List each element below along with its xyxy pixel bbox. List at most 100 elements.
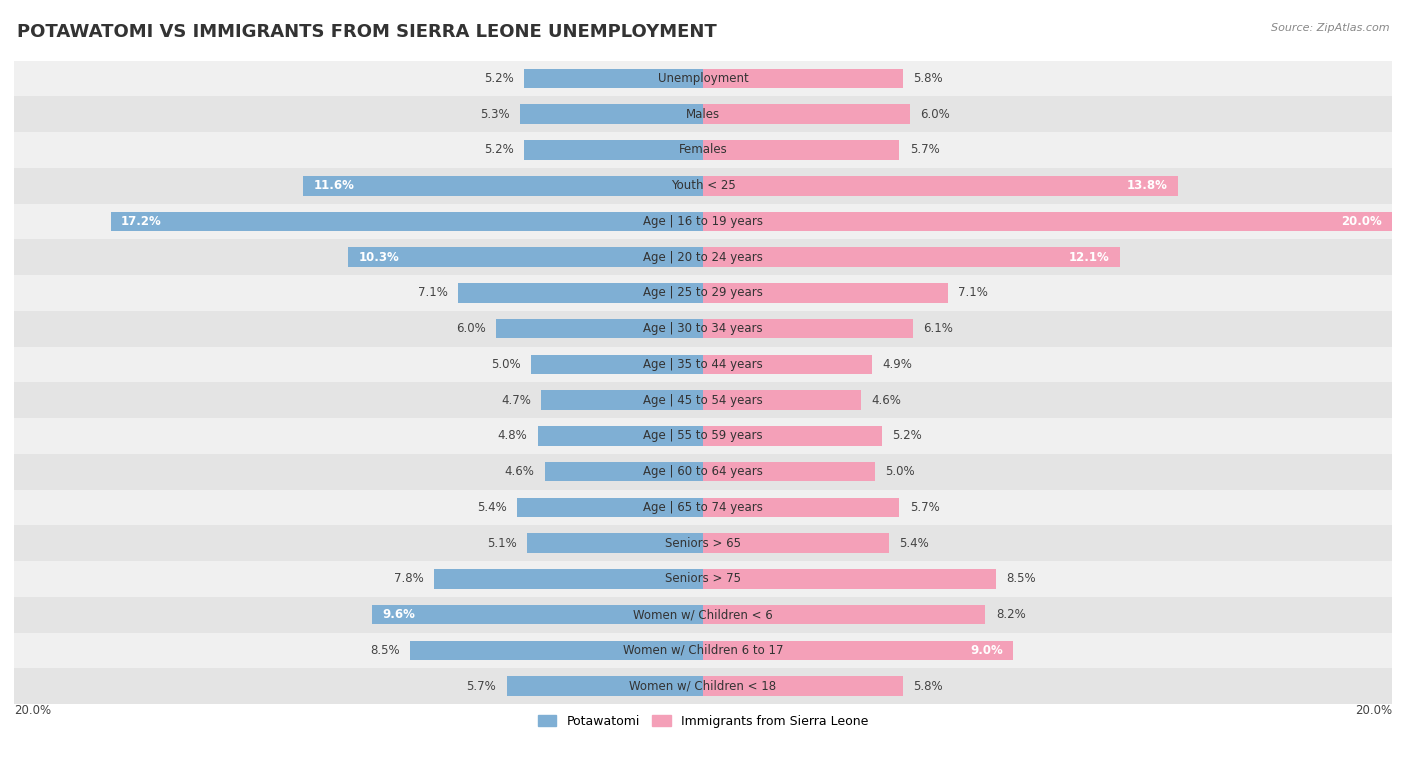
Bar — [531, 354, 703, 374]
Text: 5.8%: 5.8% — [912, 72, 943, 85]
Bar — [527, 534, 703, 553]
Bar — [304, 176, 703, 195]
Text: 4.6%: 4.6% — [872, 394, 901, 407]
Text: 5.4%: 5.4% — [477, 501, 506, 514]
Bar — [703, 69, 903, 89]
Bar — [703, 176, 1178, 195]
Bar — [520, 104, 703, 124]
Text: 5.0%: 5.0% — [886, 465, 915, 478]
Bar — [703, 391, 862, 410]
Bar — [703, 104, 910, 124]
Text: Age | 65 to 74 years: Age | 65 to 74 years — [643, 501, 763, 514]
Bar — [373, 605, 703, 625]
Text: 17.2%: 17.2% — [121, 215, 162, 228]
Text: 4.8%: 4.8% — [498, 429, 527, 442]
Text: 9.6%: 9.6% — [382, 608, 416, 621]
Bar — [703, 140, 900, 160]
Text: 5.7%: 5.7% — [910, 143, 939, 157]
Text: 5.7%: 5.7% — [467, 680, 496, 693]
Text: 4.9%: 4.9% — [882, 358, 912, 371]
Bar — [703, 497, 900, 517]
Bar — [14, 597, 1392, 633]
Bar — [14, 275, 1392, 311]
Text: POTAWATOMI VS IMMIGRANTS FROM SIERRA LEONE UNEMPLOYMENT: POTAWATOMI VS IMMIGRANTS FROM SIERRA LEO… — [17, 23, 717, 41]
Bar — [541, 391, 703, 410]
Bar — [703, 426, 882, 446]
Text: 4.7%: 4.7% — [501, 394, 531, 407]
Text: Seniors > 75: Seniors > 75 — [665, 572, 741, 585]
Bar — [411, 640, 703, 660]
Text: 6.0%: 6.0% — [456, 322, 486, 335]
Text: 5.8%: 5.8% — [912, 680, 943, 693]
Bar — [524, 69, 703, 89]
Text: Youth < 25: Youth < 25 — [671, 179, 735, 192]
Bar — [14, 418, 1392, 453]
Text: Women w/ Children < 6: Women w/ Children < 6 — [633, 608, 773, 621]
Bar — [14, 61, 1392, 96]
Bar — [703, 676, 903, 696]
Text: Age | 55 to 59 years: Age | 55 to 59 years — [643, 429, 763, 442]
Text: Age | 35 to 44 years: Age | 35 to 44 years — [643, 358, 763, 371]
Text: 5.2%: 5.2% — [484, 72, 513, 85]
Bar — [703, 605, 986, 625]
Text: 7.1%: 7.1% — [957, 286, 988, 300]
Bar — [458, 283, 703, 303]
Bar — [14, 525, 1392, 561]
Text: Age | 30 to 34 years: Age | 30 to 34 years — [643, 322, 763, 335]
Text: 4.6%: 4.6% — [505, 465, 534, 478]
Text: 9.0%: 9.0% — [970, 644, 1002, 657]
Bar — [14, 561, 1392, 597]
Bar — [703, 569, 995, 589]
Text: 20.0%: 20.0% — [1341, 215, 1382, 228]
Text: 5.3%: 5.3% — [481, 107, 510, 120]
Bar — [703, 534, 889, 553]
Bar — [537, 426, 703, 446]
Text: 11.6%: 11.6% — [314, 179, 354, 192]
Bar — [14, 490, 1392, 525]
Bar — [703, 354, 872, 374]
Bar — [524, 140, 703, 160]
Bar — [496, 319, 703, 338]
Text: Source: ZipAtlas.com: Source: ZipAtlas.com — [1271, 23, 1389, 33]
Bar — [544, 462, 703, 481]
Legend: Potawatomi, Immigrants from Sierra Leone: Potawatomi, Immigrants from Sierra Leone — [533, 710, 873, 733]
Text: 5.2%: 5.2% — [893, 429, 922, 442]
Bar — [703, 640, 1012, 660]
Bar — [14, 204, 1392, 239]
Text: 7.8%: 7.8% — [394, 572, 425, 585]
Text: Unemployment: Unemployment — [658, 72, 748, 85]
Bar — [14, 311, 1392, 347]
Text: 6.0%: 6.0% — [920, 107, 950, 120]
Text: 10.3%: 10.3% — [359, 251, 399, 263]
Bar — [14, 382, 1392, 418]
Bar — [14, 347, 1392, 382]
Text: 5.1%: 5.1% — [488, 537, 517, 550]
Bar — [349, 248, 703, 267]
Text: Age | 45 to 54 years: Age | 45 to 54 years — [643, 394, 763, 407]
Bar — [703, 319, 912, 338]
Text: 13.8%: 13.8% — [1128, 179, 1168, 192]
Text: 5.4%: 5.4% — [900, 537, 929, 550]
Bar — [14, 668, 1392, 704]
Bar — [14, 633, 1392, 668]
Bar — [703, 248, 1119, 267]
Text: Age | 25 to 29 years: Age | 25 to 29 years — [643, 286, 763, 300]
Text: 7.1%: 7.1% — [418, 286, 449, 300]
Text: 5.7%: 5.7% — [910, 501, 939, 514]
Text: 6.1%: 6.1% — [924, 322, 953, 335]
Text: 5.0%: 5.0% — [491, 358, 520, 371]
Text: Females: Females — [679, 143, 727, 157]
Text: Women w/ Children < 18: Women w/ Children < 18 — [630, 680, 776, 693]
Text: Age | 20 to 24 years: Age | 20 to 24 years — [643, 251, 763, 263]
Bar — [14, 239, 1392, 275]
Text: 12.1%: 12.1% — [1069, 251, 1109, 263]
Text: Women w/ Children 6 to 17: Women w/ Children 6 to 17 — [623, 644, 783, 657]
Text: 8.5%: 8.5% — [1007, 572, 1036, 585]
Text: 20.0%: 20.0% — [14, 704, 51, 717]
Text: Males: Males — [686, 107, 720, 120]
Text: Seniors > 65: Seniors > 65 — [665, 537, 741, 550]
Text: Age | 60 to 64 years: Age | 60 to 64 years — [643, 465, 763, 478]
Bar — [14, 168, 1392, 204]
Text: 20.0%: 20.0% — [1355, 704, 1392, 717]
Bar — [14, 453, 1392, 490]
